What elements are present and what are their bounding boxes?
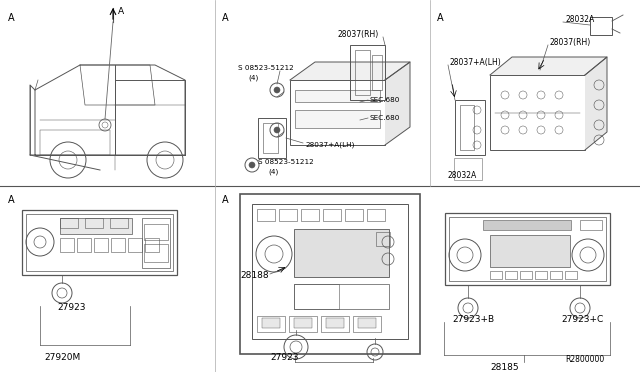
Bar <box>60 218 78 228</box>
Text: (4): (4) <box>248 75 259 81</box>
Polygon shape <box>290 62 410 80</box>
Bar <box>490 235 570 267</box>
Bar <box>40 130 110 155</box>
Bar <box>115 80 185 155</box>
Bar <box>520 271 532 279</box>
Bar <box>252 204 408 339</box>
Bar <box>294 318 312 328</box>
Bar <box>77 238 91 252</box>
Text: 28037+A(LH): 28037+A(LH) <box>450 58 502 67</box>
Text: 27923: 27923 <box>57 304 86 312</box>
Text: A: A <box>222 195 228 205</box>
Text: A: A <box>8 13 15 23</box>
Bar <box>326 318 344 328</box>
Bar <box>301 209 319 221</box>
Bar <box>144 224 168 240</box>
Bar <box>263 123 278 153</box>
Bar <box>323 209 341 221</box>
Bar <box>321 316 349 332</box>
Bar <box>367 209 385 221</box>
Bar <box>535 271 547 279</box>
Text: S 08523-51212: S 08523-51212 <box>258 159 314 165</box>
Bar <box>449 217 606 281</box>
Bar <box>279 209 297 221</box>
Text: A: A <box>8 195 15 205</box>
Text: A: A <box>118 7 124 16</box>
Bar <box>295 110 380 128</box>
Bar <box>142 218 170 268</box>
Bar <box>258 118 286 158</box>
Bar <box>294 229 389 277</box>
Bar <box>295 90 380 102</box>
Bar <box>257 316 285 332</box>
Bar <box>358 318 376 328</box>
Bar <box>455 100 485 155</box>
Bar <box>111 238 125 252</box>
Bar <box>26 214 173 271</box>
Bar <box>22 210 177 275</box>
Bar <box>445 213 610 285</box>
Text: 27923+B: 27923+B <box>452 315 494 324</box>
Bar <box>483 220 571 230</box>
Bar <box>372 55 382 90</box>
Text: 28188: 28188 <box>240 272 269 280</box>
Bar <box>355 50 370 95</box>
Text: 27920M: 27920M <box>44 353 80 362</box>
Text: SEC.680: SEC.680 <box>370 115 401 121</box>
Polygon shape <box>385 62 410 145</box>
Circle shape <box>274 87 280 93</box>
Bar <box>85 218 103 228</box>
Text: 27923+C: 27923+C <box>561 315 604 324</box>
Text: 28037+A(LH): 28037+A(LH) <box>305 142 355 148</box>
Text: 28037(RH): 28037(RH) <box>550 38 591 46</box>
Circle shape <box>249 162 255 168</box>
Text: S 08523-51212: S 08523-51212 <box>238 65 294 71</box>
Bar <box>257 209 275 221</box>
Bar <box>376 232 390 246</box>
Bar <box>550 271 562 279</box>
Bar <box>290 80 385 145</box>
Bar <box>110 218 128 228</box>
Bar <box>353 316 381 332</box>
Bar <box>350 45 385 100</box>
Polygon shape <box>585 57 607 150</box>
Bar <box>590 17 612 35</box>
Bar <box>490 271 502 279</box>
Bar <box>94 238 108 252</box>
Text: SEC.680: SEC.680 <box>370 97 401 103</box>
Text: (4): (4) <box>268 169 278 175</box>
Text: 28037(RH): 28037(RH) <box>338 29 380 38</box>
Text: A: A <box>222 13 228 23</box>
Bar <box>240 194 420 354</box>
Circle shape <box>274 127 280 133</box>
Text: 28032A: 28032A <box>565 16 595 25</box>
Bar <box>460 105 474 150</box>
Bar <box>294 284 389 309</box>
Bar <box>294 284 339 309</box>
Bar <box>262 318 280 328</box>
Text: 28185: 28185 <box>491 363 519 372</box>
Bar <box>345 209 363 221</box>
Bar <box>128 238 142 252</box>
Bar <box>60 238 74 252</box>
Bar <box>289 316 317 332</box>
Polygon shape <box>490 57 607 75</box>
Text: A: A <box>437 13 444 23</box>
Bar <box>145 238 159 252</box>
Text: 27923: 27923 <box>270 353 298 362</box>
Bar <box>580 220 602 230</box>
Bar <box>454 158 482 180</box>
Bar <box>565 271 577 279</box>
Bar <box>490 75 585 150</box>
Bar <box>60 218 132 234</box>
Text: R2800000: R2800000 <box>565 356 604 365</box>
Bar <box>144 244 168 262</box>
Text: 28032A: 28032A <box>447 170 476 180</box>
Bar <box>505 271 517 279</box>
